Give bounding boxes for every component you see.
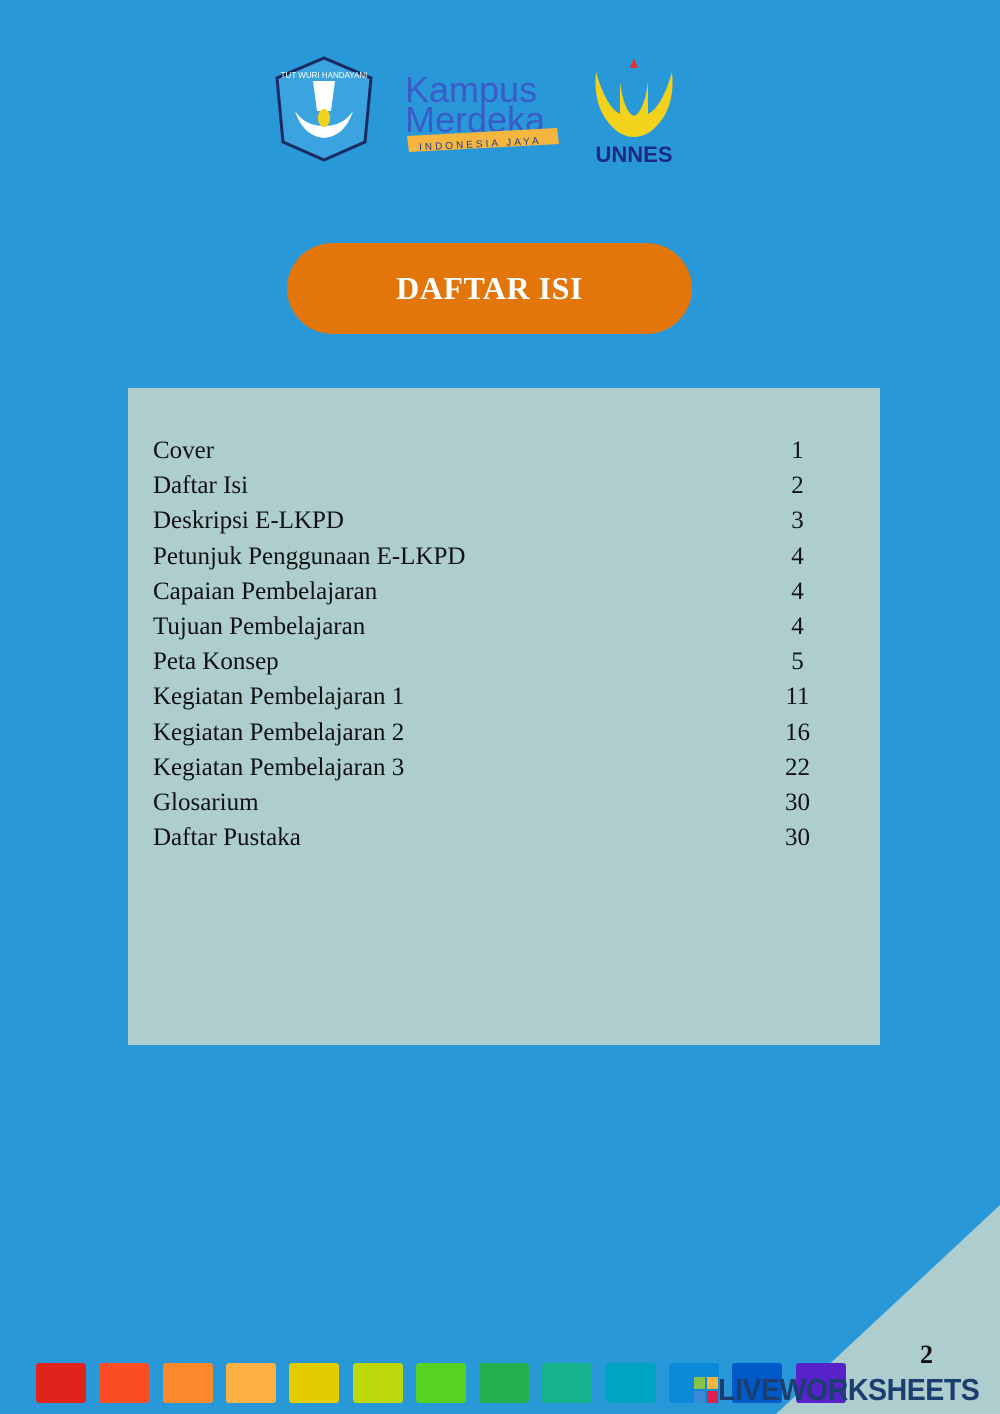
color-swatch (479, 1363, 530, 1403)
toc-item-label: Cover (153, 437, 215, 464)
toc-item[interactable]: Kegiatan Pembelajaran 3 22 (153, 751, 853, 785)
toc-item-page: 30 (785, 789, 810, 816)
toc-item[interactable]: Deskripsi E-LKPD 3 (153, 504, 853, 538)
toc-item[interactable]: Daftar Pustaka 30 (153, 821, 853, 855)
toc-item[interactable]: Capaian Pembelajaran 4 (153, 575, 853, 609)
color-swatch (415, 1363, 466, 1403)
toc-item-page: 11 (785, 683, 810, 711)
toc-item-label: Tujuan Pembelajaran (153, 613, 366, 640)
toc-item-label: Glosarium (153, 789, 259, 816)
liveworksheets-watermark: LIVEWORKSHEETS (694, 1372, 1000, 1408)
toc-item-page: 30 (785, 824, 810, 852)
toc-item[interactable]: Kegiatan Pembelajaran 1 11 (153, 680, 853, 714)
toc-item[interactable]: Glosarium 30 (153, 786, 853, 820)
toc-item-label: Kegiatan Pembelajaran 3 (153, 753, 405, 781)
color-swatch (732, 1363, 783, 1403)
toc-item-page: 5 (791, 648, 804, 676)
toc-item-page: 4 (791, 542, 804, 570)
tut-wuri-handayani-logo: TUT WURI HANDAYANI (275, 56, 373, 162)
toc-item-page: 4 (791, 613, 804, 640)
toc-item[interactable]: Tujuan Pembelajaran 4 (153, 610, 853, 644)
unnes-logo: UNNES (595, 58, 673, 167)
toc-item-label: Kegiatan Pembelajaran 1 (153, 683, 405, 711)
toc-item[interactable]: Cover 1 (153, 434, 853, 468)
toc-item-page: 3 (791, 507, 804, 535)
table-of-contents: Cover 1 Daftar Isi 2 Deskripsi E-LKPD 3 Petunj… (128, 388, 880, 1045)
toc-item-label: Daftar Pustaka (153, 824, 301, 852)
toc-item-label: Deskripsi E-LKPD (153, 507, 344, 535)
liveworksheets-logo-icon (694, 1377, 718, 1403)
toc-item[interactable]: Petunjuk Penggunaan E-LKPD 4 (153, 540, 853, 574)
color-swatch (225, 1363, 276, 1403)
toc-item-label: Daftar Isi (153, 472, 249, 500)
toc-item-page: 4 (791, 577, 804, 605)
color-swatch (352, 1363, 403, 1403)
color-swatch (795, 1363, 846, 1403)
svg-text:Kampus: Kampus (405, 69, 537, 110)
toc-item-page: 2 (791, 472, 804, 500)
color-swatch (99, 1363, 150, 1403)
color-swatch (289, 1363, 340, 1403)
toc-item[interactable]: Daftar Isi 2 (153, 469, 853, 503)
toc-item-label: Kegiatan Pembelajaran 2 (153, 718, 405, 746)
toc-item-page: 16 (785, 718, 810, 746)
logo-bar: TUT WURI HANDAYANI Kampus Merdeka INDONE… (0, 50, 1000, 180)
color-swatch (542, 1363, 593, 1403)
page-number: 2 (920, 1340, 933, 1369)
kampus-merdeka-logo: Kampus Merdeka INDONESIA JAYA (405, 69, 559, 153)
toc-item[interactable]: Kegiatan Pembelajaran 2 16 (153, 716, 853, 750)
page-title: DAFTAR ISI (287, 243, 692, 334)
toc-item-label: Petunjuk Penggunaan E-LKPD (153, 542, 466, 570)
toc-item-page: 22 (785, 753, 810, 781)
svg-text:UNNES: UNNES (595, 142, 672, 167)
svg-text:TUT WURI HANDAYANI: TUT WURI HANDAYANI (281, 71, 368, 80)
toc-item-label: Capaian Pembelajaran (153, 577, 378, 605)
toc-item-label: Peta Konsep (153, 648, 279, 676)
color-swatch (162, 1363, 213, 1403)
color-swatch (36, 1363, 86, 1403)
color-swatch (605, 1363, 656, 1403)
toc-item-page: 1 (791, 437, 804, 464)
toc-item[interactable]: Peta Konsep 5 (153, 645, 853, 679)
